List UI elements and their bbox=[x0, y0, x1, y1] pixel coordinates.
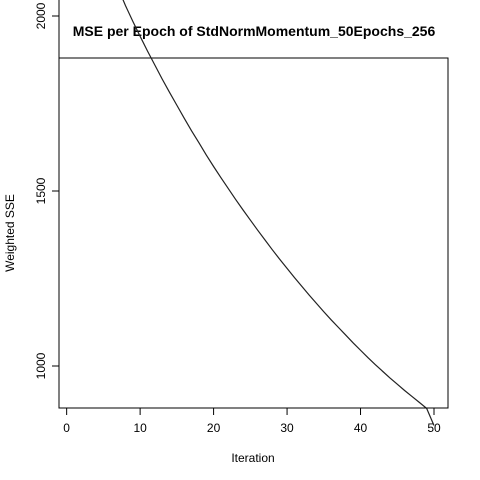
x-tick-label: 30 bbox=[280, 421, 294, 435]
x-axis: 0 10 20 30 40 50 bbox=[63, 407, 441, 435]
series-group bbox=[122, 0, 435, 426]
x-tick-label: 20 bbox=[207, 421, 221, 435]
y-tick-label: 2000 bbox=[34, 2, 48, 29]
plot-frame bbox=[58, 57, 449, 409]
y-tick-label: 1000 bbox=[34, 352, 48, 379]
x-tick-label: 40 bbox=[354, 421, 368, 435]
y-tick-label: 1500 bbox=[34, 177, 48, 204]
x-tick-label: 0 bbox=[63, 421, 70, 435]
y-axis: 1000150020002500 bbox=[34, 0, 60, 379]
x-axis-label: Iteration bbox=[231, 451, 274, 465]
x-tick-label: 50 bbox=[427, 421, 441, 435]
y-axis-label: Weighted SSE bbox=[3, 194, 17, 272]
x-tick-label: 10 bbox=[133, 421, 147, 435]
chart-title: MSE per Epoch of StdNormMomentum_50Epoch… bbox=[73, 23, 436, 39]
series-line-1 bbox=[122, 0, 435, 426]
